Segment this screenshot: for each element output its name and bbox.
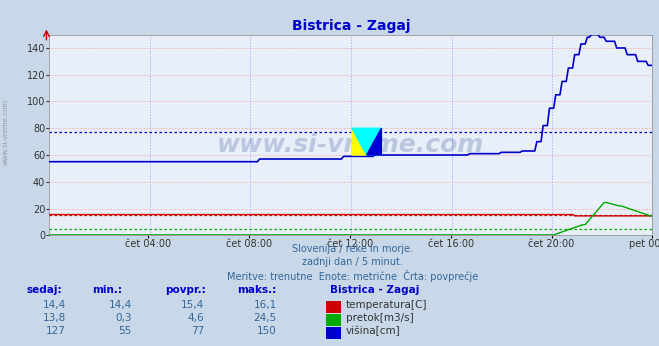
Text: sedaj:: sedaj:	[26, 285, 62, 295]
Text: 14,4: 14,4	[109, 300, 132, 310]
Text: 127: 127	[46, 326, 66, 336]
Text: 16,1: 16,1	[254, 300, 277, 310]
Polygon shape	[366, 128, 382, 155]
Text: www.si-vreme.com: www.si-vreme.com	[217, 133, 484, 157]
Text: povpr.:: povpr.:	[165, 285, 206, 295]
Text: min.:: min.:	[92, 285, 123, 295]
Text: 4,6: 4,6	[188, 313, 204, 323]
Text: maks.:: maks.:	[237, 285, 277, 295]
Text: zadnji dan / 5 minut.: zadnji dan / 5 minut.	[302, 257, 403, 267]
Text: 0,3: 0,3	[115, 313, 132, 323]
Text: temperatura[C]: temperatura[C]	[346, 300, 428, 310]
Text: www.si-vreme.com: www.si-vreme.com	[3, 98, 9, 165]
Text: Bistrica - Zagaj: Bistrica - Zagaj	[330, 285, 419, 295]
Polygon shape	[352, 128, 366, 155]
Text: 15,4: 15,4	[181, 300, 204, 310]
Text: 55: 55	[119, 326, 132, 336]
Text: 13,8: 13,8	[43, 313, 66, 323]
Text: višina[cm]: višina[cm]	[346, 326, 401, 336]
Title: Bistrica - Zagaj: Bistrica - Zagaj	[292, 19, 410, 34]
Text: 14,4: 14,4	[43, 300, 66, 310]
Text: pretok[m3/s]: pretok[m3/s]	[346, 313, 414, 323]
Text: 150: 150	[257, 326, 277, 336]
Text: 24,5: 24,5	[254, 313, 277, 323]
Text: Meritve: trenutne  Enote: metrične  Črta: povprečje: Meritve: trenutne Enote: metrične Črta: …	[227, 270, 478, 282]
Polygon shape	[352, 128, 382, 155]
Text: 77: 77	[191, 326, 204, 336]
Text: Slovenija / reke in morje.: Slovenija / reke in morje.	[292, 244, 413, 254]
